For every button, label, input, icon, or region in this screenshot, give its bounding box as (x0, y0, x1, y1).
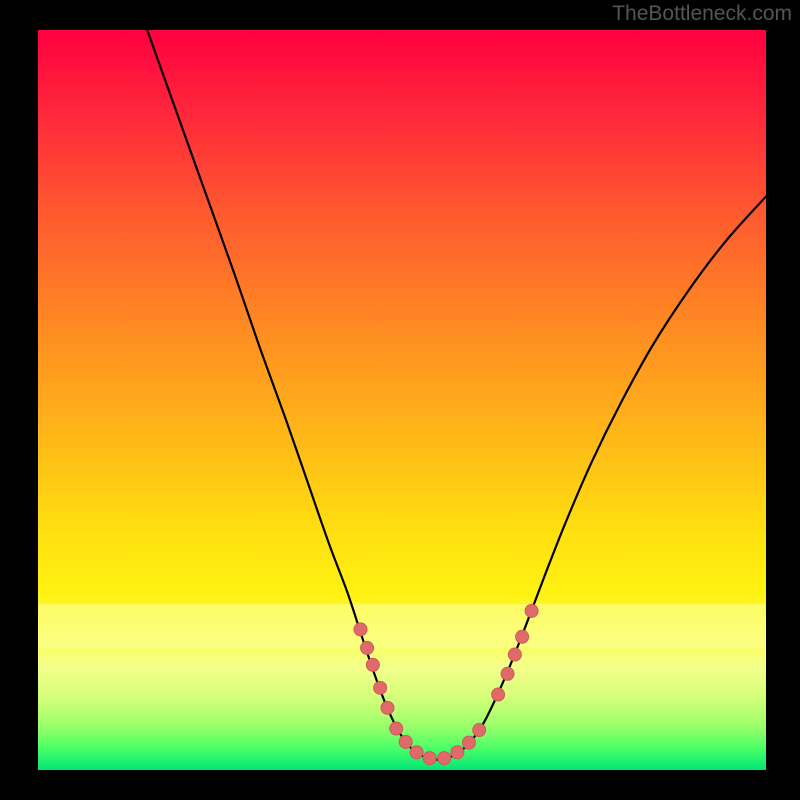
marker-group (354, 604, 538, 764)
plot-area (38, 30, 766, 770)
data-marker (525, 604, 538, 617)
chart-frame: TheBottleneck.com (0, 0, 800, 800)
data-marker (473, 724, 486, 737)
data-marker (516, 630, 529, 643)
data-marker (501, 667, 514, 680)
data-marker (462, 736, 475, 749)
data-marker (381, 701, 394, 714)
data-marker (374, 681, 387, 694)
data-marker (390, 722, 403, 735)
data-marker (361, 641, 374, 654)
data-marker (438, 752, 451, 765)
bottleneck-curve (147, 30, 766, 760)
data-marker (492, 688, 505, 701)
data-marker (354, 623, 367, 636)
watermark-label: TheBottleneck.com (612, 2, 792, 26)
data-marker (423, 752, 436, 765)
data-marker (366, 658, 379, 671)
data-marker (399, 735, 412, 748)
data-marker (508, 648, 521, 661)
curve-layer (38, 30, 766, 770)
data-marker (451, 746, 464, 759)
data-marker (410, 746, 423, 759)
